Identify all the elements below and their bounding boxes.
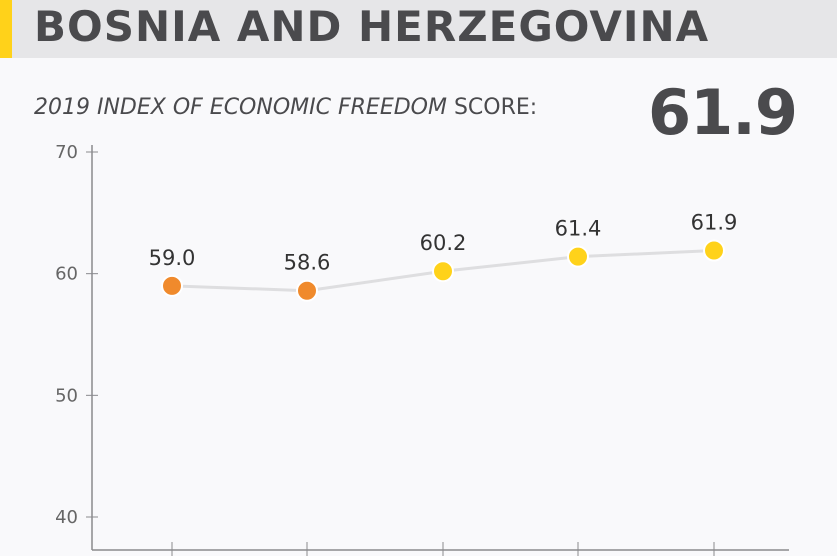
data-point [161, 274, 183, 297]
data-point [296, 279, 318, 302]
data-label: 60.2 [420, 231, 467, 255]
overall-score: 61.9 [648, 76, 798, 149]
score-suffix: SCORE: [446, 95, 538, 120]
y-tick-label: 40 [55, 507, 78, 528]
data-point [432, 260, 454, 283]
score-caption: 2019 INDEX OF ECONOMIC FREEDOM SCORE: [34, 95, 537, 120]
data-label: 61.4 [555, 217, 602, 241]
y-tick-label: 60 [55, 264, 78, 285]
data-point [703, 239, 725, 262]
y-tick-label: 70 [55, 142, 78, 163]
data-label: 61.9 [691, 211, 738, 235]
data-label: 59.0 [149, 246, 196, 270]
country-title: BOSNIA AND HERZEGOVINA [34, 2, 710, 51]
y-tick-label: 50 [55, 385, 78, 406]
header-band [0, 0, 837, 58]
data-label: 58.6 [284, 251, 331, 275]
accent-bar [0, 0, 12, 58]
data-point [567, 245, 589, 268]
index-name: 2019 INDEX OF ECONOMIC FREEDOM [34, 95, 447, 120]
